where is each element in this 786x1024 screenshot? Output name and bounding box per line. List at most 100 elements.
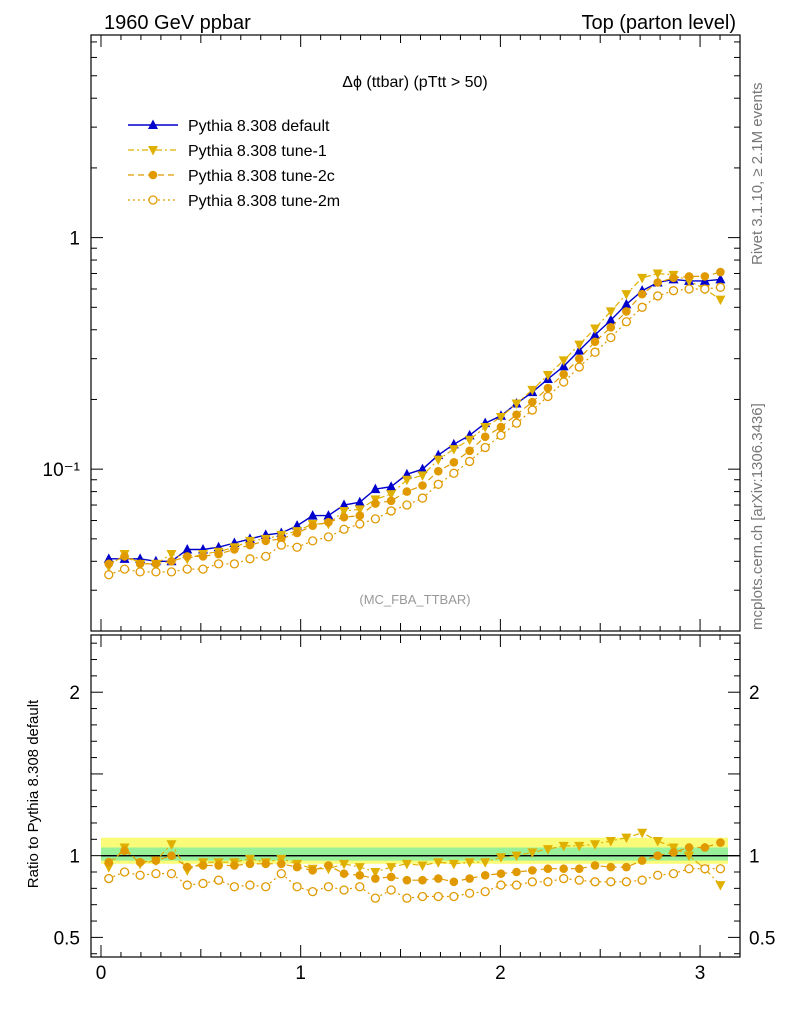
main-point [669, 273, 678, 283]
legend-item: Pythia 8.308 tune-1 [128, 143, 327, 160]
legend-item: Pythia 8.308 tune-2m [128, 193, 340, 210]
ratio-point [496, 869, 506, 878]
ratio-line [108, 832, 721, 886]
main-point [449, 458, 459, 467]
main-point [527, 385, 538, 396]
main-point [182, 543, 193, 554]
ratio-point [590, 877, 600, 887]
ratio-point [355, 882, 365, 892]
ratio-point [261, 859, 271, 869]
ratio-point [606, 862, 616, 872]
main-point [480, 432, 490, 442]
ratio-point [448, 859, 459, 870]
main-point [401, 475, 412, 486]
ratio-point [433, 858, 444, 868]
ratio-point [151, 868, 161, 879]
ratio-y-tick-label-right: 0.5 [749, 928, 775, 949]
ratio-point [323, 882, 334, 892]
ratio-point [495, 853, 506, 863]
ratio-point [465, 874, 474, 883]
main-point [496, 422, 506, 432]
ratio-point [308, 886, 318, 897]
main-point [684, 272, 694, 281]
main-point [621, 317, 632, 327]
main-point [590, 329, 601, 339]
ratio-point [370, 893, 381, 903]
ratio-point [292, 882, 302, 892]
main-point [449, 468, 459, 478]
main-point [151, 567, 161, 577]
mcplots-label: mcplots.cern.ch [arXiv:1306.3436] [749, 403, 766, 630]
main-point [402, 500, 412, 510]
main-point [167, 556, 176, 566]
main-point [716, 267, 725, 277]
legend-label: Pythia 8.308 tune-2c [188, 168, 335, 185]
main-point [684, 284, 694, 294]
main-point [119, 564, 130, 574]
header-left-title: 1960 GeV ppbar [104, 12, 251, 34]
ratio-point [621, 877, 632, 887]
main-line [108, 271, 721, 565]
ratio-point [401, 859, 412, 870]
ratio-point [261, 882, 271, 892]
header-right-title: Top (parton level) [581, 12, 736, 34]
ratio-point [104, 857, 114, 867]
main-point [605, 314, 616, 325]
ratio-point [558, 841, 569, 852]
ratio-point [716, 838, 725, 847]
main-point [715, 282, 726, 292]
ratio-point [386, 872, 396, 882]
ratio-point [574, 875, 584, 885]
ratio-point [622, 862, 631, 872]
main-point [371, 499, 380, 508]
ratio-point [198, 861, 208, 870]
ratio-point [182, 862, 192, 872]
main-point [166, 567, 177, 577]
main-point [496, 430, 506, 440]
ratio-point [104, 873, 114, 884]
main-line [108, 272, 721, 567]
main-point [637, 289, 647, 299]
main-point [606, 322, 616, 332]
ratio-point [402, 893, 412, 903]
main-point [448, 445, 459, 455]
main-point [261, 551, 271, 562]
ratio-point [574, 864, 584, 874]
main-point [621, 298, 632, 309]
ratio-point [574, 841, 585, 852]
main-point [135, 567, 145, 577]
main-point [715, 295, 726, 306]
main-point [464, 456, 475, 467]
ratio-point [182, 880, 192, 890]
main-point [104, 559, 114, 569]
ratio-point [652, 836, 663, 847]
main-point [135, 559, 145, 569]
main-point [590, 337, 600, 347]
main-point [418, 481, 427, 490]
ratio-series [104, 864, 726, 903]
main-point [354, 505, 365, 515]
ratio-point [715, 881, 726, 891]
main-series [103, 273, 726, 566]
ratio-series-group [103, 828, 726, 903]
ratio-point [120, 846, 129, 856]
ratio-point [277, 859, 286, 869]
main-point [386, 481, 397, 491]
ratio-point [354, 863, 365, 873]
ratio-point [308, 866, 317, 875]
ratio-series [104, 838, 725, 887]
legend-marker [148, 170, 158, 180]
ratio-point [653, 870, 663, 880]
ratio-point [292, 862, 302, 872]
ratio-point [653, 851, 663, 860]
ratio-point [621, 833, 632, 844]
main-point [543, 383, 553, 393]
ratio-point [637, 828, 648, 839]
legend-item: Pythia 8.308 tune-2c [128, 168, 335, 185]
main-point [151, 559, 161, 569]
main-point [276, 540, 286, 550]
main-point [574, 362, 584, 372]
legend-item: Pythia 8.308 default [128, 118, 330, 135]
ratio-y-tick-label-left: 1 [69, 847, 80, 868]
main-point [355, 519, 365, 529]
